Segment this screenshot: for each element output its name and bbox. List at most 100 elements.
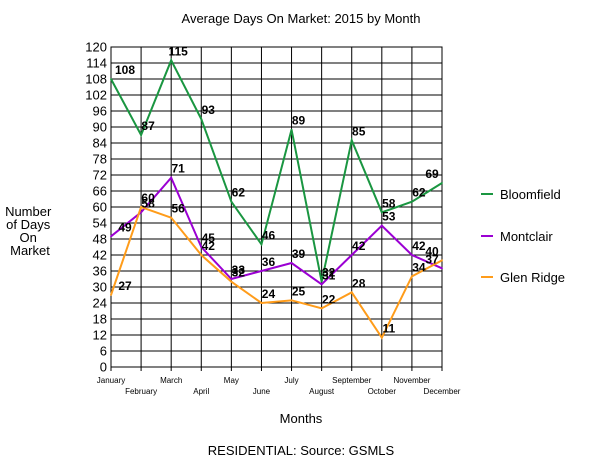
y-tick-label: 78 xyxy=(93,152,107,167)
data-label-bloomfield: 85 xyxy=(352,124,366,138)
y-tick-label: 54 xyxy=(93,216,107,231)
data-label-montclair: 45 xyxy=(202,231,216,245)
data-label-bloomfield: 69 xyxy=(425,167,439,181)
series-line-bloomfield xyxy=(110,57,443,282)
data-label-montclair: 42 xyxy=(412,239,426,253)
legend-label-glen-ridge: Glen Ridge xyxy=(500,270,565,285)
data-point-glen-ridge xyxy=(260,302,263,304)
data-label-glen-ridge: 42 xyxy=(202,239,216,253)
data-point-bloomfield xyxy=(140,134,142,136)
data-label-montclair: 37 xyxy=(425,252,439,266)
data-point-glen-ridge xyxy=(290,299,293,302)
x-tick-label: July xyxy=(284,376,298,385)
data-label-montclair: 33 xyxy=(232,263,246,277)
data-point-bloomfield xyxy=(200,118,203,120)
data-point-montclair xyxy=(170,176,173,179)
x-tick-label: April xyxy=(193,387,209,396)
data-point-bloomfield xyxy=(350,139,353,142)
y-tick-label: 84 xyxy=(93,136,107,151)
x-axis-label: Months xyxy=(280,411,323,426)
data-point-montclair xyxy=(140,211,142,214)
data-point-glen-ridge xyxy=(170,216,173,219)
series-line-glen-ridge xyxy=(110,205,443,340)
axes: 0612182430364248546066727884909610210811… xyxy=(85,40,460,397)
data-label-glen-ridge: 22 xyxy=(322,292,336,306)
data-label-bloomfield: 108 xyxy=(115,63,135,77)
x-tick-label: October xyxy=(368,387,397,396)
data-point-montclair xyxy=(230,278,233,280)
data-label-montclair: 42 xyxy=(352,239,366,253)
data-point-bloomfield xyxy=(441,182,443,184)
data-label-bloomfield: 115 xyxy=(169,44,189,58)
x-tick-label: December xyxy=(424,387,461,396)
data-point-montclair xyxy=(380,224,383,227)
x-tick-label: August xyxy=(309,387,335,396)
y-tick-label: 12 xyxy=(93,328,107,343)
data-point-bloomfield xyxy=(320,280,323,283)
y-tick-label: 48 xyxy=(93,232,107,247)
data-point-glen-ridge xyxy=(411,275,413,278)
y-tick-label: 24 xyxy=(93,296,107,311)
data-point-montclair xyxy=(110,235,112,238)
data-label-glen-ridge: 24 xyxy=(262,287,276,301)
x-tick-label: February xyxy=(125,387,157,396)
data-label-bloomfield: 32 xyxy=(322,266,336,280)
data-label-bloomfield: 58 xyxy=(382,196,396,210)
data-label-montclair: 58 xyxy=(141,196,155,210)
data-point-glen-ridge xyxy=(320,307,323,310)
data-point-bloomfield xyxy=(411,200,413,203)
y-tick-label: 36 xyxy=(93,264,107,279)
y-axis-label-line-3: On xyxy=(20,230,37,245)
chart-title: Average Days On Market: 2015 by Month xyxy=(182,11,421,26)
data-point-glen-ridge xyxy=(230,280,233,283)
y-tick-label: 96 xyxy=(93,104,107,119)
y-tick-label: 60 xyxy=(93,200,107,215)
plot-border xyxy=(110,46,443,368)
y-tick-label: 90 xyxy=(93,120,107,135)
y-tick-label: 108 xyxy=(85,72,107,87)
data-label-glen-ridge: 32 xyxy=(232,266,246,280)
data-point-montclair xyxy=(411,254,413,256)
y-tick-label: 0 xyxy=(100,360,107,375)
legend: Bloomfield Montclair Glen Ridge xyxy=(481,187,565,285)
x-tick-label: May xyxy=(224,376,239,385)
data-point-bloomfield xyxy=(230,200,233,203)
legend-label-bloomfield: Bloomfield xyxy=(500,187,561,202)
y-tick-label: 18 xyxy=(93,312,107,327)
data-label-glen-ridge: 60 xyxy=(141,191,155,205)
x-tick-label: June xyxy=(253,387,271,396)
data-point-glen-ridge xyxy=(350,291,353,294)
series xyxy=(110,57,443,340)
data-point-bloomfield xyxy=(110,78,112,80)
data-label-montclair: 39 xyxy=(292,247,306,261)
data-label-bloomfield: 62 xyxy=(412,186,426,200)
data-label-bloomfield: 93 xyxy=(202,103,216,117)
data-point-montclair xyxy=(441,267,443,270)
data-point-glen-ridge xyxy=(200,254,203,256)
data-point-bloomfield xyxy=(170,59,173,62)
chart-footer: RESIDENTIAL: Source: GSMLS xyxy=(208,443,395,458)
y-tick-label: 30 xyxy=(93,280,107,295)
data-point-glen-ridge xyxy=(380,336,383,339)
y-tick-label: 66 xyxy=(93,184,107,199)
data-label-montclair: 49 xyxy=(118,220,132,234)
series-line-montclair xyxy=(110,175,443,286)
x-tick-label: November xyxy=(393,376,430,385)
x-tick-label: September xyxy=(332,376,371,385)
data-labels: 108 87 115 93 62 46 89 32 85 58 62 69 49 58 71 45 33 36 39… xyxy=(115,44,439,335)
data-label-glen-ridge: 56 xyxy=(172,202,186,216)
data-label-montclair: 71 xyxy=(172,162,186,176)
data-label-glen-ridge: 25 xyxy=(292,284,306,298)
data-label-glen-ridge: 28 xyxy=(352,276,366,290)
y-tick-label: 114 xyxy=(86,56,107,71)
y-tick-label: 42 xyxy=(93,248,107,263)
data-label-glen-ridge: 11 xyxy=(382,322,395,336)
data-point-montclair xyxy=(320,283,323,286)
y-axis-label-line-2: of Days xyxy=(6,217,51,232)
y-axis-label-line-1: Number xyxy=(5,204,52,219)
x-tick-label: January xyxy=(97,376,125,385)
data-point-montclair xyxy=(290,262,293,264)
y-axis-label-line-4: Market xyxy=(10,243,50,258)
